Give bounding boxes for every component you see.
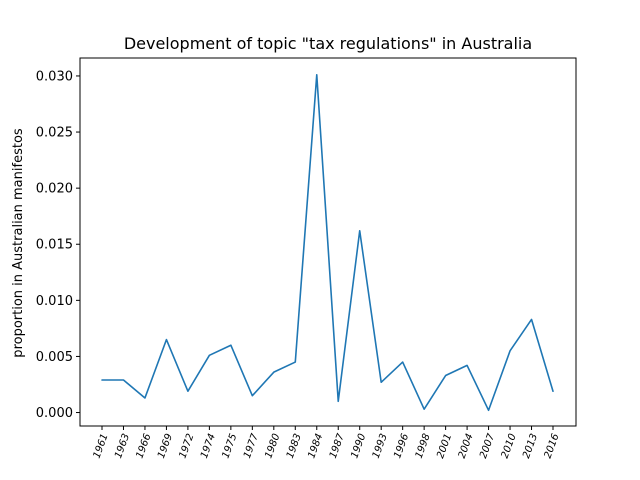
- data-point: [101, 379, 103, 381]
- data-point: [273, 371, 275, 373]
- y-tick-label: 0.025: [36, 126, 73, 141]
- data-point: [209, 355, 211, 357]
- x-tick-label: 1990: [349, 432, 368, 460]
- data-point: [294, 361, 296, 363]
- data-point: [402, 361, 404, 363]
- data-point: [552, 390, 554, 392]
- data-point: [187, 390, 189, 392]
- data-point: [316, 74, 318, 76]
- x-tick-label: 1984: [306, 432, 325, 460]
- y-tick-label: 0.015: [36, 238, 73, 253]
- x-tick-label: 2013: [521, 432, 540, 460]
- data-point: [337, 401, 339, 403]
- x-tick-label: 1987: [328, 432, 347, 460]
- y-tick-label: 0.010: [36, 294, 73, 309]
- y-tick-label: 0.000: [36, 406, 73, 421]
- data-point: [531, 319, 533, 321]
- x-tick-label: 1974: [199, 432, 218, 460]
- data-point: [466, 365, 468, 367]
- x-tick-label: 1963: [113, 432, 132, 460]
- data-point: [144, 397, 146, 399]
- x-tick-label: 2004: [457, 432, 476, 460]
- x-tick-label: 1993: [371, 432, 390, 460]
- x-tick-label: 2001: [435, 432, 454, 460]
- x-tick-label: 2016: [543, 432, 562, 460]
- x-tick-label: 1966: [135, 432, 154, 460]
- data-point: [252, 395, 254, 397]
- x-tick-label: 1961: [92, 432, 111, 460]
- x-tick-label: 2010: [500, 432, 519, 460]
- x-tick-label: 1998: [414, 432, 433, 460]
- y-tick-label: 0.020: [36, 182, 73, 197]
- x-tick-label: 1983: [285, 432, 304, 460]
- x-tick-label: 1975: [220, 432, 239, 460]
- plot-frame: [79, 57, 577, 427]
- x-tick-label: 1980: [263, 432, 282, 460]
- x-tick-label: 1996: [392, 432, 411, 460]
- x-tick-label: 1972: [178, 432, 197, 460]
- data-point: [359, 230, 361, 232]
- data-point: [166, 339, 168, 341]
- chart-title: Development of topic "tax regulations" i…: [124, 34, 532, 53]
- y-tick-label: 0.005: [36, 350, 73, 365]
- data-point: [423, 408, 425, 410]
- data-point: [380, 381, 382, 383]
- data-point: [445, 375, 447, 377]
- x-tick-label: 2007: [478, 432, 497, 460]
- data-point: [230, 344, 232, 346]
- x-tick-label: 1969: [156, 432, 175, 460]
- y-tick-label: 0.030: [36, 69, 73, 84]
- data-point: [509, 350, 511, 352]
- data-point: [488, 409, 490, 411]
- data-point: [123, 379, 125, 381]
- x-tick-label: 1977: [242, 432, 261, 460]
- series-line: [101, 74, 554, 412]
- y-axis-label: proportion in Australian manifestos: [11, 128, 26, 358]
